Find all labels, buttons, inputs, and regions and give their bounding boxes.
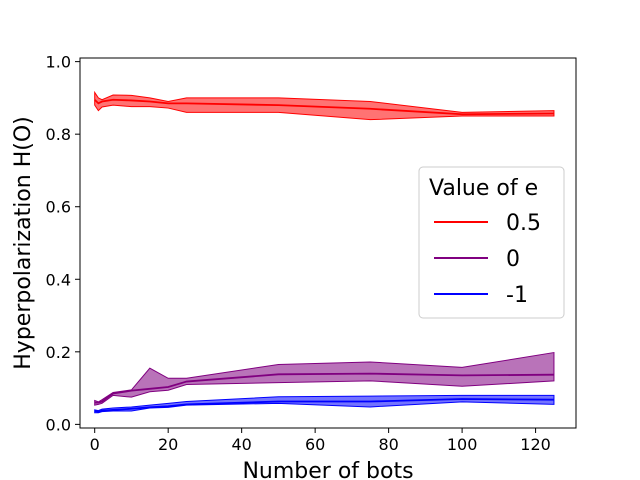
band-series-2 (94, 394, 555, 414)
band-series-0 (94, 90, 555, 121)
x-tick-label: 100 (447, 435, 478, 454)
y-tick-label: 0.2 (46, 343, 71, 362)
legend-label-2: -1 (506, 283, 528, 308)
y-tick-label: 0.4 (46, 270, 71, 289)
legend-label-1: 0 (506, 247, 520, 272)
legend-label-0: 0.5 (506, 211, 541, 236)
series-lines (94, 98, 554, 413)
line-series-0 (94, 98, 554, 116)
x-tick-label: 120 (520, 435, 551, 454)
y-tick-label: 1.0 (46, 53, 71, 72)
legend: Value of e 0.5 0 -1 (418, 166, 565, 319)
y-axis-label: Hyperpolarization H(O) (11, 116, 36, 369)
x-tick-label: 60 (305, 435, 325, 454)
x-tick-label: 40 (231, 435, 251, 454)
x-tick-label: 0 (90, 435, 100, 454)
legend-items: 0.5 0 -1 (434, 211, 541, 308)
legend-title: Value of e (429, 176, 538, 201)
y-axis-ticks: 0.0 0.2 0.4 0.6 0.8 1.0 (46, 53, 80, 434)
plot-frame (79, 57, 577, 429)
x-axis-label: Number of bots (242, 459, 413, 480)
x-axis-ticks: 0 20 40 60 80 100 120 (90, 428, 551, 454)
x-tick-label: 80 (378, 435, 398, 454)
line-series-1 (94, 372, 554, 404)
legend-box (418, 166, 565, 319)
y-tick-label: 0.0 (46, 415, 71, 434)
line-series-2 (94, 398, 554, 413)
y-tick-label: 0.6 (46, 198, 71, 217)
y-tick-label: 0.8 (46, 125, 71, 144)
x-tick-label: 20 (158, 435, 178, 454)
